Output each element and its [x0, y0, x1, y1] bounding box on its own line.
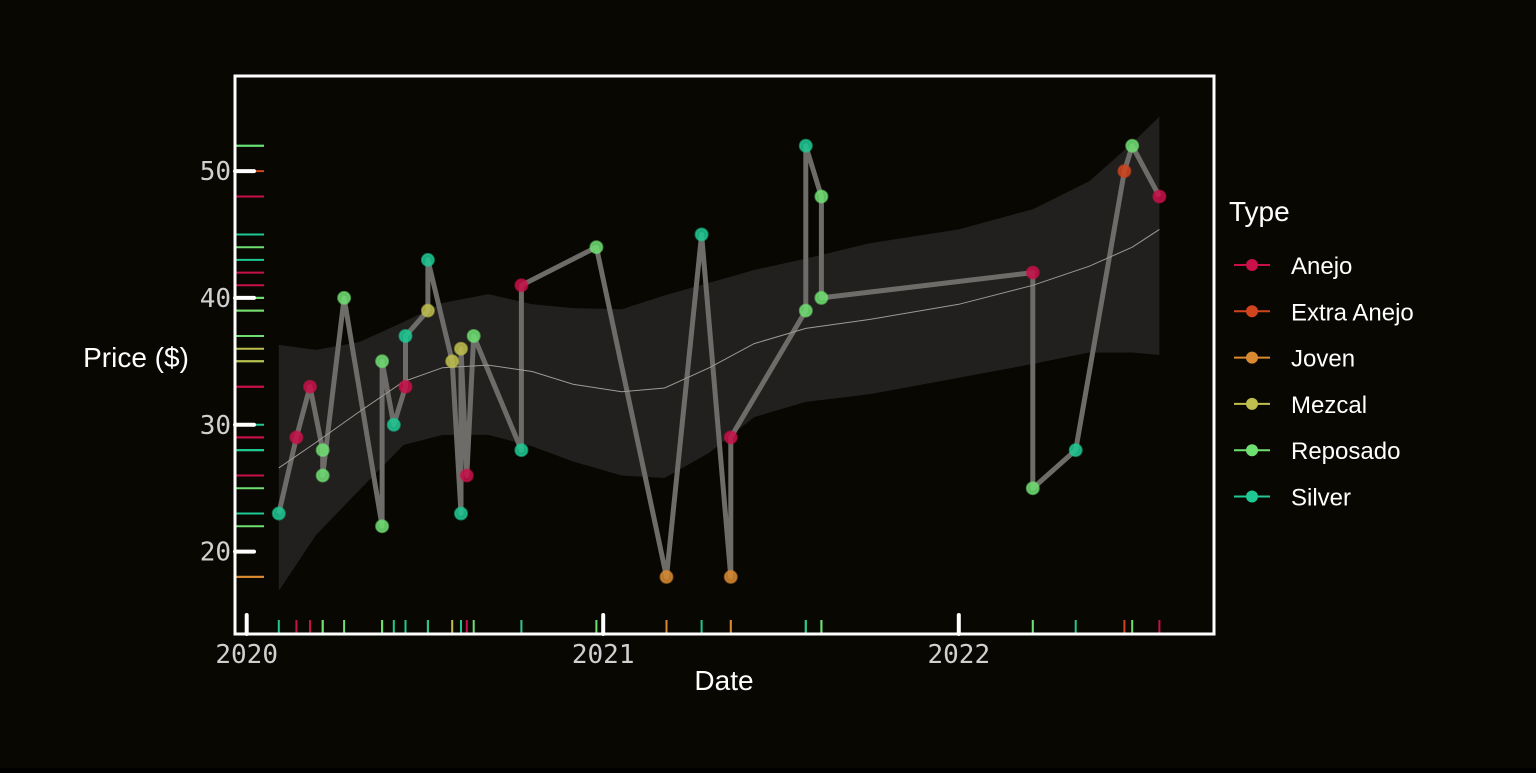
- data-point: [398, 379, 413, 394]
- data-point: [303, 379, 317, 394]
- legend: Type Anejo Extra Anejo Joven Mezcal Reposado…: [1229, 196, 1414, 512]
- data-point: [466, 329, 481, 343]
- data-point: [445, 354, 460, 369]
- data-point: [289, 430, 304, 445]
- data-point: [659, 569, 674, 584]
- legend-key-point: [1246, 259, 1258, 271]
- points-layer: [271, 138, 1167, 584]
- legend-key-point: [1246, 444, 1258, 457]
- legend-label: Extra Anejo: [1291, 299, 1414, 326]
- data-point: [514, 443, 529, 458]
- data-point: [375, 354, 390, 369]
- legend-key-point: [1246, 490, 1258, 503]
- legend-item: Silver: [1234, 485, 1351, 512]
- axis-layer: 20 30 40 50 2020 2021 2022: [200, 157, 990, 670]
- y-axis-title: Price ($): [83, 342, 189, 373]
- legend-item: Reposado: [1234, 438, 1400, 465]
- x-axis-title: Date: [694, 665, 753, 696]
- legend-label: Joven: [1291, 346, 1355, 373]
- x-tick-label: 2020: [215, 640, 278, 670]
- legend-item: Extra Anejo: [1234, 299, 1414, 326]
- legend-key-point: [1246, 397, 1258, 410]
- legend-items: Anejo Extra Anejo Joven Mezcal Reposado Silve…: [1234, 253, 1414, 512]
- data-point: [1025, 481, 1040, 496]
- legend-label: Anejo: [1291, 253, 1352, 280]
- data-point: [814, 290, 829, 305]
- x-tick-label: 2021: [572, 640, 635, 670]
- data-point: [454, 506, 468, 521]
- legend-label: Reposado: [1291, 438, 1400, 465]
- data-point: [386, 417, 401, 432]
- legend-title: Type: [1229, 196, 1290, 227]
- y-tick-label: 40: [200, 284, 231, 314]
- data-point: [589, 240, 604, 255]
- data-point: [454, 341, 468, 356]
- data-point: [1152, 189, 1167, 204]
- data-point: [375, 519, 390, 534]
- data-point: [1125, 138, 1140, 153]
- data-point: [315, 443, 330, 458]
- y-tick-label: 30: [200, 411, 231, 441]
- legend-item: Joven: [1234, 346, 1355, 373]
- data-point: [271, 506, 286, 521]
- legend-label: Silver: [1291, 485, 1351, 512]
- data-point: [1068, 443, 1083, 458]
- data-point: [514, 278, 529, 293]
- data-point: [798, 138, 813, 153]
- data-point: [798, 303, 813, 318]
- legend-key-point: [1246, 305, 1258, 318]
- confidence-band-layer: [278, 116, 1160, 591]
- data-point: [459, 468, 474, 483]
- data-point: [315, 468, 330, 483]
- legend-item: Anejo: [1234, 253, 1352, 280]
- data-point: [814, 189, 829, 204]
- y-tick-label: 50: [200, 157, 231, 187]
- data-point: [337, 290, 352, 305]
- data-point: [694, 227, 709, 242]
- data-point: [420, 252, 435, 267]
- data-point: [1117, 164, 1132, 179]
- confidence-band: [278, 116, 1160, 591]
- legend-key-point: [1246, 351, 1258, 364]
- y-tick-label: 20: [200, 538, 231, 568]
- legend-label: Mezcal: [1291, 392, 1367, 419]
- x-tick-label: 2022: [927, 640, 990, 670]
- data-point: [723, 569, 738, 584]
- data-point: [1025, 265, 1040, 280]
- legend-item: Mezcal: [1234, 392, 1367, 419]
- data-point: [398, 329, 413, 343]
- plot-frame: [233, 74, 1216, 636]
- data-point: [420, 303, 435, 318]
- data-point: [723, 430, 738, 445]
